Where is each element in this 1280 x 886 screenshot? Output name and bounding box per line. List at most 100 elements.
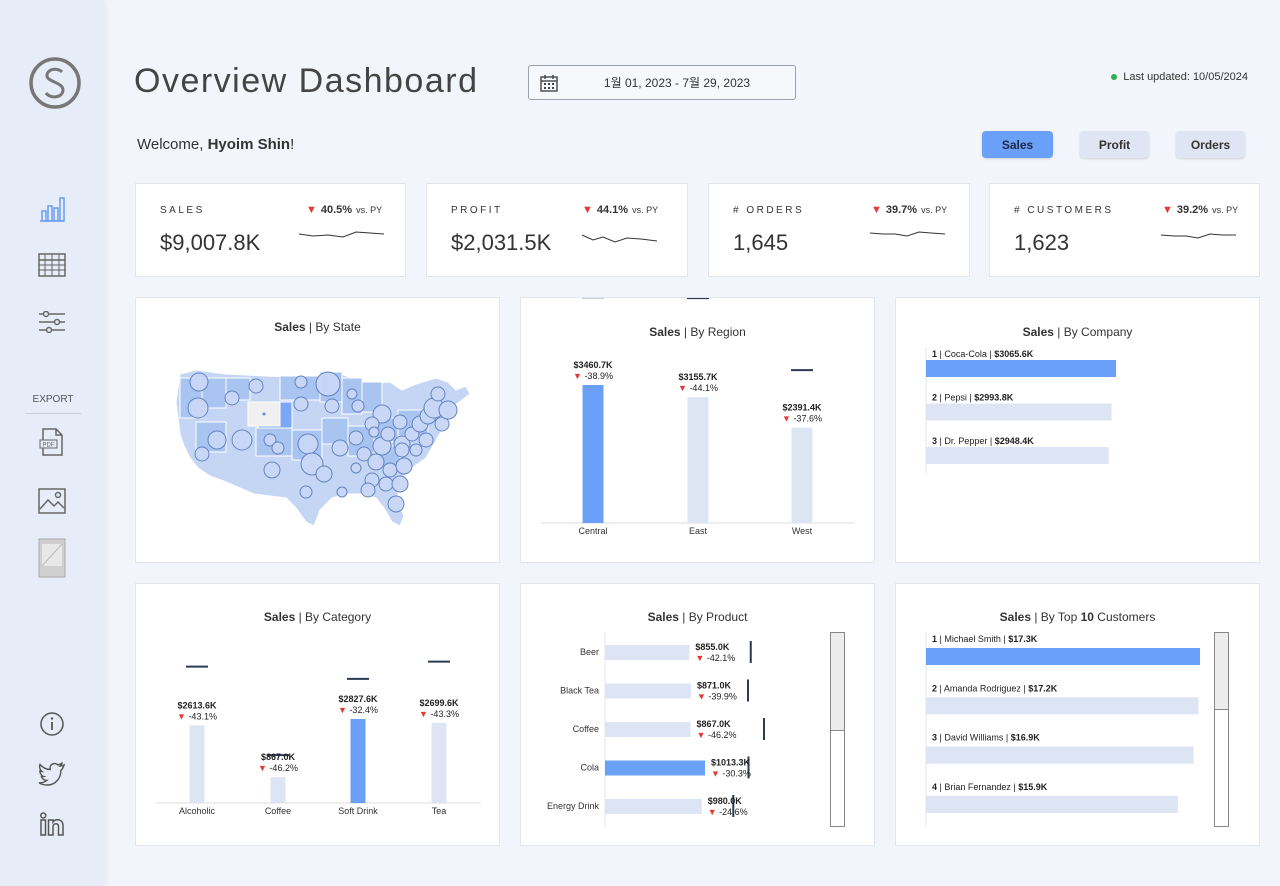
twitter-icon[interactable]: [37, 759, 67, 789]
bar-david-williams: [926, 746, 1194, 764]
export-label: EXPORT: [32, 394, 74, 405]
kpi-delta-value: 40.5%: [320, 204, 353, 216]
kpi-delta-vs: vs. PY: [1212, 205, 1239, 215]
toggle-sales-button[interactable]: Sales: [982, 131, 1053, 158]
linkedin-icon[interactable]: [37, 809, 67, 839]
product-scrollbar[interactable]: [830, 632, 845, 827]
panel-title-bold: Sales: [263, 610, 296, 624]
bar-coca-cola: [926, 360, 1116, 377]
tick-label: Coffee: [573, 724, 599, 734]
kpi-delta: ▼ 39.7% vs. PY: [871, 204, 947, 216]
delta-label: ▼ -43.1%: [177, 711, 217, 721]
user-name: Hyoim Shin: [207, 136, 291, 153]
panel-title-bold: Sales: [649, 325, 681, 339]
panel-title-rest: | By Company: [1053, 325, 1133, 339]
category-bar-chart: $2613.6K▼ -43.1% Alcoholic $867.0K▼ -46.2%…: [156, 660, 481, 816]
bar-label: 4 | Brian Fernandez | $15.9K: [932, 782, 1048, 792]
panel-title-rest: | By Product: [678, 610, 748, 624]
kpi-delta-vs: vs. PY: [632, 205, 659, 215]
panel-title-bold: Sales: [1022, 325, 1054, 339]
company-bar-chart: 1 | Coca-Cola | $3065.6K 2 | Pepsi | $299…: [925, 348, 1116, 473]
svg-text:PDF: PDF: [43, 443, 55, 449]
powerpoint-icon[interactable]: [37, 538, 67, 578]
delta-label: ▼ -39.9%: [697, 692, 737, 702]
kpi-label: # CUSTOMERS: [1014, 205, 1114, 216]
bar-cola: [605, 760, 705, 776]
panel-title-bold: Sales: [647, 610, 679, 624]
us-state-map[interactable]: [136, 298, 501, 564]
bar-coffee: [605, 722, 691, 737]
delta-label: ▼ -46.2%: [258, 763, 298, 773]
panel-title: Sales | By Company: [896, 325, 1259, 339]
kpi-delta-vs: vs. PY: [921, 205, 948, 215]
panel-title-mid: | By Top: [1031, 610, 1081, 624]
scrollbar-thumb[interactable]: [1215, 633, 1228, 710]
region-bar-chart: $3460.7K▼ -38.9% Central $3155.7K▼ -44.1% E…: [541, 298, 855, 536]
kpi-sparkline: [298, 231, 385, 238]
delta-label: ▼ -43.3%: [419, 709, 459, 719]
status-dot: [1111, 74, 1118, 80]
date-range-picker[interactable]: 1월 01, 2023 - 7월 29, 2023: [528, 65, 796, 100]
delta-label: ▼ -46.2%: [697, 730, 737, 740]
product-bar-chart: Beer $855.0K▼ -42.1% Black Tea $871.0K▼ -39…: [547, 632, 765, 827]
tick-label: Central: [578, 526, 607, 536]
scrollbar-thumb[interactable]: [831, 633, 844, 731]
customers-bar-chart: 1 | Michael Smith | $17.3K 2 | Amanda Rod…: [925, 632, 1200, 827]
data-label: $867.0K: [697, 719, 732, 729]
data-label: $2827.6K: [338, 694, 378, 704]
bar-pepsi: [926, 403, 1112, 421]
bar-west: [791, 427, 813, 523]
panel-title: Sales | By Region: [521, 325, 874, 339]
calendar-icon: [539, 73, 559, 98]
bar-label: 2 | Amanda Rodriguez | $17.2K: [932, 683, 1058, 693]
toggle-orders-button[interactable]: Orders: [1176, 131, 1245, 158]
data-label: $2613.6K: [177, 700, 217, 710]
kpi-delta-value: 44.1%: [596, 204, 629, 216]
bar-amanda-rodriguez: [926, 697, 1199, 715]
kpi-label: # ORDERS: [733, 205, 805, 216]
kpi-sparkline: [581, 234, 658, 243]
data-label: $871.0K: [697, 681, 732, 691]
info-icon[interactable]: [37, 709, 67, 739]
filter-sliders-icon[interactable]: [37, 307, 67, 337]
delta-label: ▼ -30.3%: [711, 769, 751, 779]
panel-title: Sales | By State: [136, 320, 499, 334]
panel-title-rest: | By Category: [295, 610, 372, 624]
bar-label: 3 | Dr. Pepper | $2948.4K: [932, 436, 1034, 446]
toggle-profit-button[interactable]: Profit: [1080, 131, 1149, 158]
logo-icon[interactable]: [28, 56, 82, 110]
panel-sales-by-customers: Sales | By Top 10 Customers 1 | Michael …: [895, 583, 1260, 846]
welcome-message: Welcome, Hyoim Shin!: [137, 136, 294, 153]
sidebar-divider: [25, 413, 81, 414]
bar-alcoholic: [189, 725, 205, 803]
data-label: $2391.4K: [782, 403, 822, 413]
bar-chart-icon[interactable]: [37, 194, 67, 224]
panel-title: Sales | By Product: [521, 610, 874, 624]
kpi-value: 1,623: [1014, 230, 1070, 255]
bar-michael-smith: [926, 648, 1200, 665]
delta-label: ▼ -37.6%: [782, 414, 822, 424]
image-icon[interactable]: [37, 486, 67, 516]
table-icon[interactable]: [37, 250, 67, 280]
tick-label: Beer: [580, 647, 599, 657]
kpi-value: 1,645: [733, 230, 789, 255]
data-label: $1013.3K: [711, 758, 751, 768]
data-label: $855.0K: [695, 642, 730, 652]
bar-east: [687, 397, 709, 523]
down-triangle-icon: ▼: [871, 204, 882, 216]
tick-label: Soft Drink: [338, 806, 378, 816]
kpi-card-orders: # ORDERS 1,645 ▼ 39.7% vs. PY: [708, 183, 970, 277]
delta-label: ▼ -32.4%: [338, 705, 378, 715]
customers-scrollbar[interactable]: [1214, 632, 1229, 827]
delta-label: ▼ -42.1%: [695, 653, 735, 663]
date-range-text: 1월 01, 2023 - 7월 29, 2023: [603, 76, 751, 90]
last-updated-text: Last updated: 10/05/2024: [1123, 71, 1248, 83]
bar-label: 1 | Coca-Cola | $3065.6K: [932, 349, 1034, 359]
kpi-delta-value: 39.7%: [885, 204, 918, 216]
panel-sales-by-state: Sales | By State: [135, 297, 500, 563]
panel-title-rest: | By State: [305, 320, 361, 334]
tick-label: Cola: [580, 763, 599, 773]
kpi-card-sales: SALES $9,007.8K ▼ 40.5% vs. PY: [135, 183, 406, 277]
pdf-icon[interactable]: PDF: [37, 427, 67, 457]
page-title: Overview Dashboard: [134, 62, 479, 100]
